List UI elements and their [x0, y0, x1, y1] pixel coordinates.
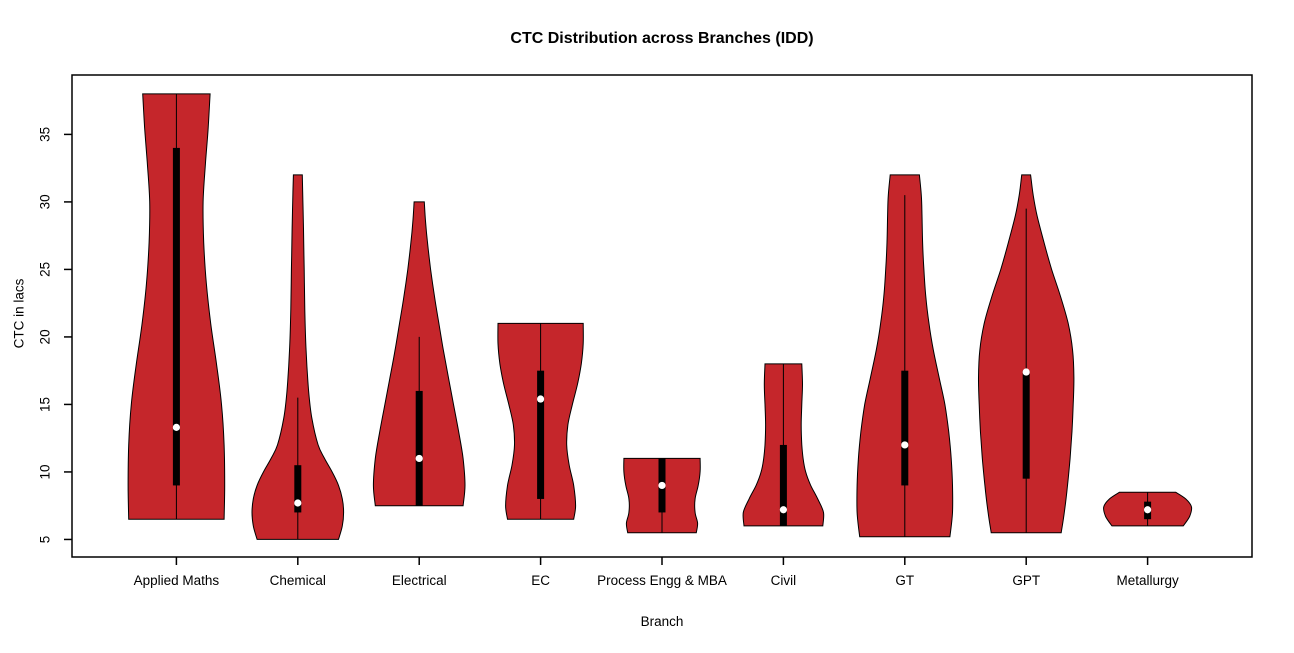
iqr-box: [901, 370, 909, 486]
median-dot: [537, 395, 545, 403]
iqr-box: [779, 444, 787, 526]
y-axis-label: CTC in lacs: [11, 278, 27, 349]
x-category-label: Process Engg & MBA: [597, 573, 727, 588]
iqr-box: [537, 370, 545, 499]
chart-title: CTC Distribution across Branches (IDD): [510, 30, 814, 47]
median-dot: [172, 423, 181, 431]
y-tick-label: 30: [38, 194, 53, 209]
median-dot: [415, 454, 423, 463]
iqr-box: [294, 465, 302, 513]
x-category-label: GT: [895, 573, 914, 588]
x-category-label: Applied Maths: [134, 573, 220, 588]
violin-shape-chemical: [251, 174, 345, 540]
x-category-label: EC: [531, 573, 550, 588]
x-category-label: GPT: [1012, 573, 1040, 588]
median-dot: [658, 481, 666, 490]
iqr-box: [1022, 370, 1030, 479]
y-tick-label: 20: [38, 329, 53, 344]
x-category-label: Chemical: [270, 573, 326, 588]
median-dot: [901, 441, 909, 449]
median-dot: [294, 499, 302, 507]
iqr-box: [172, 147, 180, 486]
median-dot: [1022, 368, 1030, 376]
x-category-label: Metallurgy: [1116, 573, 1179, 588]
y-tick-label: 10: [38, 464, 53, 479]
iqr-box: [415, 390, 423, 506]
y-tick-label: 25: [38, 262, 53, 277]
x-category-label: Electrical: [392, 573, 447, 588]
y-tick-label: 5: [38, 536, 53, 544]
y-tick-label: 15: [38, 397, 53, 412]
x-axis-label: Branch: [640, 614, 684, 629]
median-dot: [779, 506, 787, 514]
median-dot: [1143, 506, 1152, 514]
y-tick-label: 35: [38, 127, 53, 142]
x-category-label: Civil: [771, 573, 797, 588]
